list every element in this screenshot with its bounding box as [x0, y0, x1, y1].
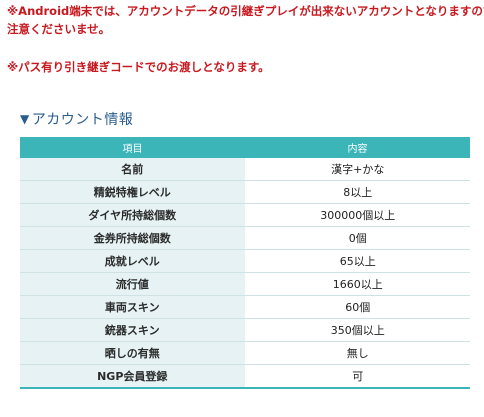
- row-value: 漢字+かな: [245, 158, 470, 181]
- password-notice: ※パス有り引き継ぎコードでのお渡しとなります。: [7, 60, 270, 74]
- table-row: 精鋭特権レベル 8以上: [20, 180, 470, 204]
- table-row: 金券所持総個数 0個: [20, 226, 470, 250]
- row-key: ダイヤ所持総個数: [20, 203, 246, 227]
- table-header-row: 項目 内容: [20, 137, 470, 158]
- row-value: 1660以上: [245, 272, 470, 296]
- row-value: 350個以上: [245, 318, 470, 342]
- table-row: 名前 漢字+かな: [20, 158, 470, 181]
- table-row: NGP会員登録 可: [20, 364, 470, 389]
- android-notice: ※Android端末では、アカウントデータの引継ぎプレイが出来ないアカウントとな…: [7, 2, 484, 38]
- table-row: 晒しの有無 無し: [20, 341, 470, 365]
- account-info-heading: ▼ アカウント情報: [20, 109, 133, 129]
- row-value: 可: [245, 364, 470, 389]
- table-row: 成就レベル 65以上: [20, 249, 470, 273]
- android-notice-line1b: 注意くださいませ。: [7, 22, 111, 36]
- row-value: 8以上: [245, 180, 470, 204]
- android-notice-line1: ※Android端末では、アカウントデータの引継ぎプレイが出来ないアカウントとな…: [7, 4, 484, 18]
- row-key: 成就レベル: [20, 249, 246, 273]
- row-value: 300000個以上: [245, 203, 470, 227]
- table-row: 車両スキン 60個: [20, 295, 470, 319]
- row-key: 晒しの有無: [20, 341, 246, 365]
- table-row: ダイヤ所持総個数 300000個以上: [20, 203, 470, 227]
- row-key: NGP会員登録: [20, 364, 246, 389]
- account-info-table: 項目 内容 名前 漢字+かな 精鋭特権レベル 8以上 ダイヤ所持総個数 3000…: [20, 137, 470, 389]
- row-key: 名前: [20, 158, 246, 181]
- header-item: 項目: [20, 137, 245, 158]
- row-value: 0個: [245, 226, 470, 250]
- row-value: 無し: [245, 341, 470, 365]
- row-key: 銃器スキン: [20, 318, 246, 342]
- row-key: 車両スキン: [20, 295, 246, 319]
- account-info-title: アカウント情報: [31, 112, 134, 128]
- header-content: 内容: [245, 137, 470, 158]
- row-value: 65以上: [245, 249, 470, 273]
- row-value: 60個: [245, 295, 470, 319]
- row-key: 精鋭特権レベル: [20, 180, 246, 204]
- table-row: 銃器スキン 350個以上: [20, 318, 470, 342]
- table-row: 流行値 1660以上: [20, 272, 470, 296]
- row-key: 金券所持総個数: [20, 226, 246, 250]
- row-key: 流行値: [20, 272, 246, 296]
- triangle-down-icon: ▼: [20, 112, 30, 126]
